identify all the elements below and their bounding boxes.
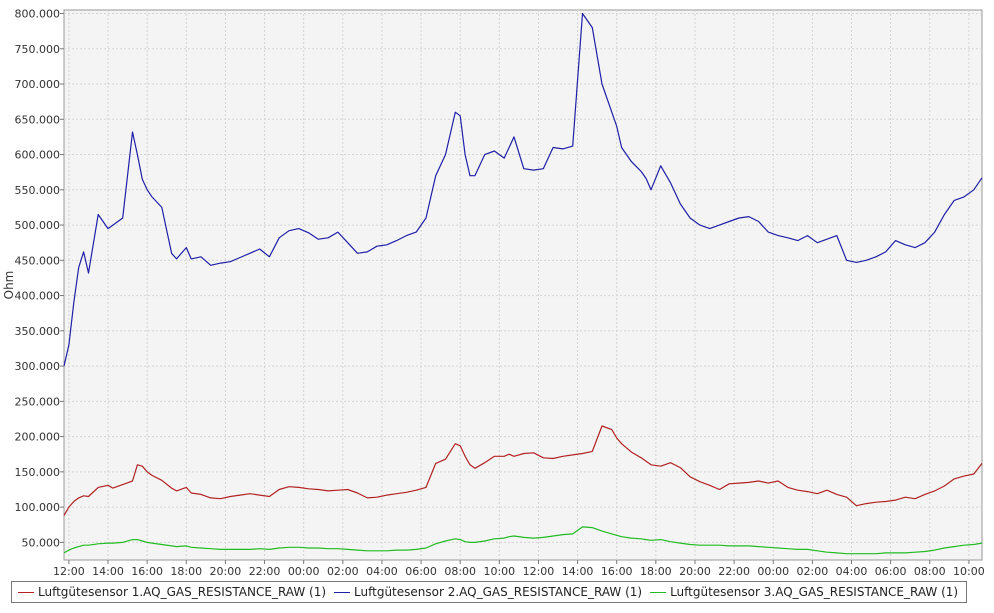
x-tick-label: 14:00 (562, 565, 594, 578)
y-tick-label: 150.000 (15, 466, 61, 479)
series-line-sensor-2 (63, 12, 983, 367)
x-tick-label: 14:00 (92, 565, 124, 578)
x-tick-label: 22:00 (249, 565, 281, 578)
legend-swatch-sensor-3 (650, 591, 667, 593)
legend-item-sensor-3: Luftgütesensor 3.AQ_GAS_RESISTANCE_RAW (… (650, 585, 958, 599)
x-tick-label: 04:00 (366, 565, 398, 578)
plot-area (63, 9, 983, 561)
x-tick-label: 16:00 (131, 565, 163, 578)
x-tick-label: 18:00 (640, 565, 672, 578)
legend-item-sensor-2: Luftgütesensor 2.AQ_GAS_RESISTANCE_RAW (… (334, 585, 642, 599)
x-tick-label: 08:00 (914, 565, 946, 578)
legend: Luftgütesensor 1.AQ_GAS_RESISTANCE_RAW (… (11, 581, 967, 603)
y-tick-label: 50.000 (22, 536, 61, 549)
y-tick-label: 550.000 (15, 184, 61, 197)
legend-item-sensor-1: Luftgütesensor 1.AQ_GAS_RESISTANCE_RAW (… (18, 585, 326, 599)
y-tick-label: 700.000 (15, 78, 61, 91)
y-tick-label: 200.000 (15, 431, 61, 444)
y-tick-label: 650.000 (15, 113, 61, 126)
chart-canvas: 50.000 100.000 150.000 200.000 250.000 300.00… (2, 8, 985, 578)
x-tick-label: 16:00 (601, 565, 633, 578)
x-tick-label: 06:00 (875, 565, 907, 578)
x-tick-label: 20:00 (679, 565, 711, 578)
y-tick-label: 600.000 (15, 149, 61, 162)
x-tick-label: 04:00 (836, 565, 868, 578)
y-tick-label: 450.000 (15, 254, 61, 267)
x-tick-label: 12:00 (53, 565, 85, 578)
y-axis-ticks: 50.000 100.000 150.000 200.000 250.000 300.00… (15, 8, 64, 549)
x-tick-label: 00:00 (288, 565, 320, 578)
y-tick-label: 100.000 (15, 501, 61, 514)
legend-swatch-sensor-1 (18, 591, 34, 593)
x-tick-label: 02:00 (797, 565, 829, 578)
legend-label-sensor-1: Luftgütesensor 1.AQ_GAS_RESISTANCE_RAW (… (38, 585, 327, 599)
grid-lines (64, 10, 982, 560)
y-tick-label: 300.000 (15, 360, 61, 373)
y-tick-label: 500.000 (15, 219, 61, 232)
y-tick-label: 750.000 (15, 43, 61, 56)
x-tick-label: 12:00 (523, 565, 555, 578)
y-tick-label: 350.000 (15, 325, 61, 338)
series-layer (63, 12, 983, 555)
y-tick-label: 800.000 (15, 8, 61, 21)
x-tick-label: 06:00 (405, 565, 437, 578)
x-tick-label: 02:00 (327, 565, 359, 578)
y-tick-label: 400.000 (15, 290, 61, 303)
legend-swatch-sensor-2 (334, 591, 351, 593)
x-tick-label: 10:00 (953, 565, 985, 578)
x-tick-label: 22:00 (718, 565, 750, 578)
legend-label-sensor-3: Luftgütesensor 3.AQ_GAS_RESISTANCE_RAW (… (670, 585, 959, 599)
legend-label-sensor-2: Luftgütesensor 2.AQ_GAS_RESISTANCE_RAW (… (354, 585, 643, 599)
y-tick-label: 250.000 (15, 395, 61, 408)
series-line-sensor-3 (63, 526, 983, 555)
x-tick-label: 18:00 (170, 565, 202, 578)
x-tick-label: 20:00 (210, 565, 242, 578)
x-axis-ticks: 12:00 14:00 16:00 18:00 20:00 22:00 00:00 02:00… (53, 560, 985, 578)
x-tick-label: 10:00 (483, 565, 515, 578)
x-tick-label: 00:00 (757, 565, 789, 578)
series-line-sensor-1 (63, 425, 983, 516)
x-tick-label: 08:00 (444, 565, 476, 578)
y-axis-label: Ohm (2, 271, 16, 300)
